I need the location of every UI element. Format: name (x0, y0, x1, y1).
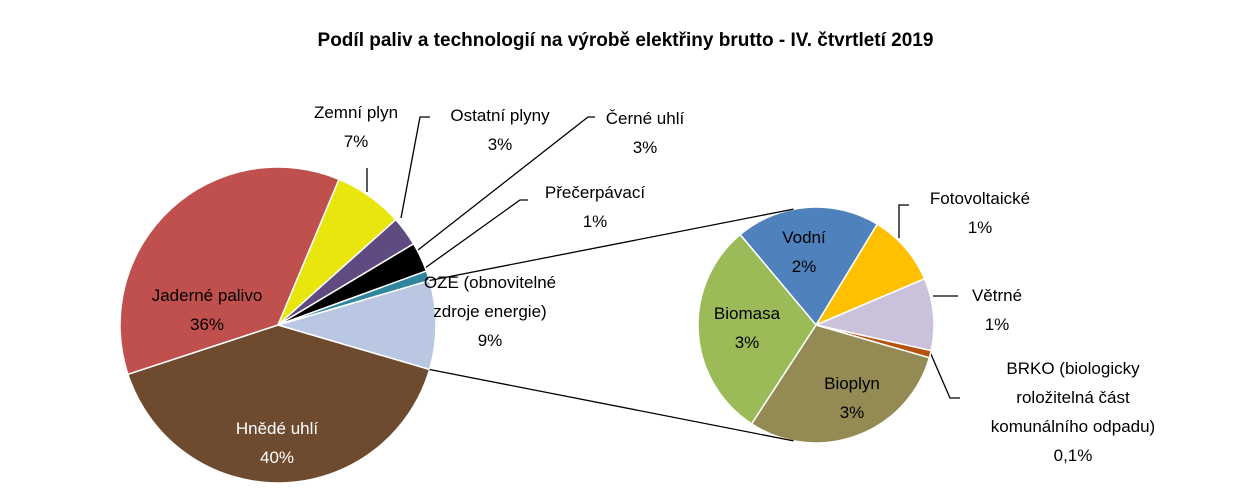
pie-slice (119, 166, 341, 376)
slice-label: Bioplyn 3% (802, 369, 902, 427)
category-label: Vodní (782, 228, 826, 247)
category-label: Biomasa (713, 304, 781, 323)
category-label: Bioplyn (824, 374, 880, 393)
pie-slice (814, 223, 926, 327)
category-label: Černé uhlí (605, 109, 685, 128)
slice-label: BRKO (biologicky roložitelná část komuná… (966, 354, 1181, 470)
value-label: 1% (984, 315, 1010, 334)
category-label: Jaderné palivo (151, 286, 263, 305)
chart-title: Podíl paliv a technologií na výrobě elek… (317, 30, 934, 51)
value-label: 36% (189, 315, 225, 334)
connector-line (429, 208, 794, 282)
leader-line (417, 116, 595, 251)
pie-slice (739, 206, 879, 327)
category-label: Hnědé uhlí (235, 419, 319, 438)
leader-lines (366, 116, 960, 399)
slice-label: OZE (obnovitelné zdroje energie) 9% (408, 268, 573, 355)
pie-slice (697, 233, 817, 425)
category-label: Přečerpávací (544, 183, 646, 202)
value-label: 1% (582, 212, 608, 231)
leader-line (929, 351, 960, 399)
pie-slice (275, 279, 437, 371)
slice-label: Zemní plyn 7% (291, 98, 421, 156)
slice-label: Ostatní plyny 3% (425, 101, 575, 159)
slice-label: Větrné 1% (952, 281, 1042, 339)
leader-line (424, 199, 528, 269)
connector-line (429, 368, 794, 442)
value-label: 1% (967, 218, 993, 237)
value-label: 0,1% (1053, 446, 1093, 465)
value-label: 2% (791, 257, 817, 276)
value-label: 3% (734, 333, 760, 352)
category-label: Zemní plyn (313, 103, 399, 122)
slice-label: Biomasa 3% (697, 299, 797, 357)
slice-label: Přečerpávací 1% (525, 178, 665, 236)
category-label: BRKO (biologicky roložitelná část komuná… (990, 359, 1156, 436)
value-label: 7% (343, 132, 369, 151)
category-label: Ostatní plyny (450, 106, 550, 125)
leader-line (898, 204, 909, 238)
slice-label: Jaderné palivo 36% (127, 281, 287, 339)
value-label: 40% (259, 448, 295, 467)
leader-line (400, 116, 430, 219)
value-label: 3% (632, 138, 658, 157)
value-label: 3% (839, 403, 865, 422)
slice-label: Černé uhlí 3% (580, 104, 710, 162)
pie-slice (813, 277, 935, 352)
category-label: Větrné (971, 286, 1023, 305)
slice-label: Hnědé uhlí 40% (217, 414, 337, 472)
value-label: 9% (477, 331, 503, 350)
slice-label: Vodní 2% (759, 223, 849, 281)
value-label: 3% (487, 135, 513, 154)
slice-label: Fotovoltaické 1% (910, 184, 1050, 242)
category-label: Fotovoltaické (929, 189, 1031, 208)
pie-slice (126, 324, 431, 484)
pie-slice (277, 269, 431, 326)
category-label: OZE (obnovitelné zdroje energie) (423, 273, 557, 321)
pie-slice (750, 324, 931, 444)
